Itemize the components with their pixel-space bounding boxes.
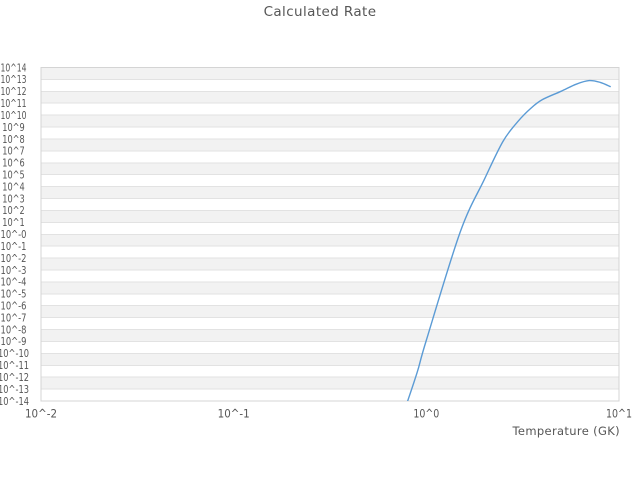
y-tick-label: 10^-7 (1, 311, 27, 324)
y-tick-label: 10^-6 (1, 300, 27, 313)
y-tick-label: 10^7 (2, 145, 25, 158)
decade-band (41, 186, 619, 199)
x-axis-title: Temperature (GK) (512, 424, 620, 438)
y-tick-label: 10^4 (2, 180, 25, 193)
decade-band (41, 91, 619, 104)
y-tick-label: 10^3 (2, 192, 25, 205)
y-tick-label: 10^-12 (0, 371, 29, 384)
x-tick-label: 10^-1 (218, 407, 250, 421)
x-tick-label: 10^-2 (25, 407, 57, 421)
x-axis-labels: 10^-2 10^-1 10^0 10^1 (25, 407, 632, 421)
y-tick-label: 10^-10 (0, 347, 29, 360)
decade-band (41, 329, 619, 342)
decade-band (41, 138, 619, 151)
y-tick-label: 10^2 (2, 204, 25, 217)
y-tick-label: 10^12 (1, 85, 27, 98)
y-tick-label: 10^-8 (1, 323, 27, 336)
decade-band (41, 281, 619, 294)
y-axis-labels: 10^1410^1310^1210^1110^1010^910^810^710^… (0, 61, 29, 408)
y-tick-label: 10^-11 (0, 359, 29, 372)
y-tick-label: 10^-9 (1, 335, 27, 348)
decade-band (41, 210, 619, 223)
decade-band (41, 258, 619, 270)
x-tick-label: 10^1 (606, 407, 632, 421)
y-tick-label: 10^14 (1, 61, 27, 74)
decade-band (41, 353, 619, 366)
y-tick-label: 10^13 (1, 73, 27, 86)
decade-band (41, 67, 619, 80)
y-tick-label: 10^-14 (0, 395, 29, 408)
series-line (406, 79, 611, 401)
chart-title: Calculated Rate (263, 4, 377, 20)
y-tick-label: 10^9 (2, 121, 25, 134)
plot-border (40, 67, 620, 402)
plot-bands (41, 67, 619, 390)
x-tick-label: 10^0 (413, 407, 439, 421)
decade-band (41, 377, 619, 390)
y-tick-label: 10^5 (2, 168, 25, 181)
y-tick-label: 10^-13 (0, 383, 29, 396)
y-tick-label: 10^1 (2, 216, 25, 229)
y-tick-label: 10^8 (2, 133, 25, 146)
y-tick-label: 10^-3 (1, 264, 27, 277)
y-tick-label: 10^-2 (1, 252, 27, 265)
y-tick-label: 10^-5 (1, 288, 27, 301)
y-tick-label: 10^6 (2, 157, 25, 170)
decade-band (41, 162, 619, 175)
y-tick-label: 10^-1 (1, 240, 27, 253)
decade-band (41, 305, 619, 318)
grid-lines (41, 78, 619, 390)
y-tick-label: 10^-0 (1, 228, 27, 241)
decade-band (41, 234, 619, 247)
decade-band (41, 115, 619, 128)
y-tick-label: 10^10 (1, 109, 27, 122)
y-tick-label: 10^11 (1, 97, 27, 110)
y-tick-label: 10^-4 (1, 276, 27, 289)
